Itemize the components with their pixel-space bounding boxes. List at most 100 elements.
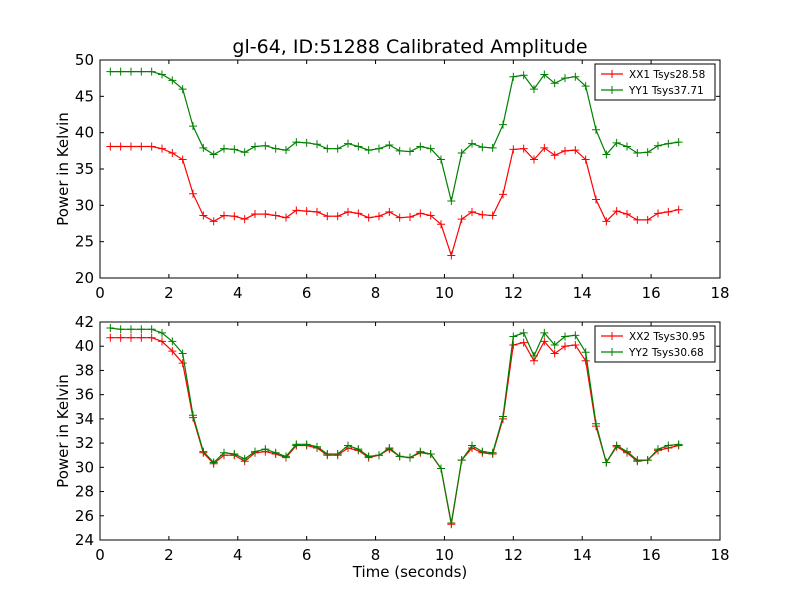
data-point: [530, 85, 538, 94]
data-point: [116, 325, 125, 334]
data-point: [240, 215, 249, 224]
data-point: [530, 351, 538, 360]
data-point: [592, 419, 600, 428]
data-point: [581, 82, 590, 91]
x-tick-label: 16: [642, 284, 661, 302]
legend: XX1 Tsys28.58 YY1 Tsys37.71: [594, 63, 716, 101]
data-point: [509, 72, 518, 81]
y-tick-label: 32: [75, 434, 94, 452]
data-point: [550, 349, 559, 358]
x-tick-label: 18: [710, 284, 729, 302]
data-point: [426, 450, 435, 459]
legend-box: [594, 325, 716, 363]
data-point: [344, 207, 352, 216]
y-tick-label: 40: [75, 337, 94, 355]
data-point: [323, 212, 332, 221]
data-point: [375, 212, 383, 221]
data-point: [364, 146, 373, 155]
data-point: [147, 67, 156, 76]
data-point: [375, 144, 383, 153]
data-point: [271, 448, 280, 457]
x-tick-label: 0: [95, 546, 105, 564]
data-point: [581, 348, 590, 357]
data-point: [178, 85, 187, 94]
data-point: [633, 149, 642, 158]
y-tick-label: 50: [75, 51, 94, 69]
y-tick-label: 45: [75, 87, 94, 105]
data-point: [447, 251, 456, 260]
x-tick-label: 2: [164, 284, 174, 302]
data-point: [116, 142, 125, 151]
data-point: [354, 445, 363, 454]
data-point: [137, 325, 146, 334]
data-point: [530, 155, 538, 164]
data-point: [468, 207, 476, 216]
data-point: [189, 189, 197, 198]
legend-label: XX1 Tsys28.58: [629, 69, 705, 81]
y-tick-label: 25: [75, 233, 94, 251]
data-point: [654, 445, 662, 454]
data-point: [612, 138, 621, 147]
x-tick-label: 2: [164, 546, 174, 564]
data-point: [623, 142, 631, 151]
data-point: [385, 443, 394, 452]
data-point: [251, 142, 259, 151]
data-point: [127, 67, 135, 76]
data-point: [282, 146, 290, 155]
data-point: [251, 447, 259, 456]
y-tick-label: 24: [75, 531, 94, 549]
x-tick-label: 10: [435, 284, 454, 302]
data-point: [116, 67, 125, 76]
data-point: [633, 456, 642, 465]
y-axis-label: Power in Kelvin: [54, 112, 72, 226]
y-axis-label: Power in Kelvin: [54, 374, 72, 488]
y-tick-label: 35: [75, 160, 94, 178]
data-point: [437, 464, 445, 473]
data-point: [106, 142, 115, 151]
data-point: [602, 150, 611, 159]
data-point: [519, 338, 528, 347]
data-point: [643, 148, 652, 157]
data-point: [571, 341, 580, 350]
data-point: [364, 213, 373, 222]
data-point: [354, 142, 363, 151]
data-point: [189, 122, 197, 131]
data-point: [116, 333, 125, 342]
data-point: [127, 333, 135, 342]
data-point: [643, 456, 652, 465]
legend-box: [594, 63, 716, 101]
x-tick-label: 4: [233, 546, 243, 564]
data-point: [664, 207, 673, 216]
data-point: [561, 146, 569, 155]
data-point: [137, 333, 146, 342]
data-point: [623, 447, 631, 456]
series-line-2: [110, 70, 679, 202]
data-point: [323, 144, 332, 153]
data-point: [395, 213, 404, 222]
data-point: [581, 356, 590, 365]
data-point: [612, 441, 621, 450]
y-tick-label: 26: [75, 507, 94, 525]
data-point: [416, 142, 425, 151]
data-point: [437, 220, 445, 229]
data-point: [220, 211, 228, 220]
data-point: [364, 452, 373, 461]
data-point: [509, 332, 518, 341]
legend-marker: [608, 348, 616, 356]
x-tick-label: 4: [233, 284, 243, 302]
data-point: [395, 452, 404, 461]
data-point: [540, 337, 549, 346]
data-point: [178, 349, 187, 358]
data-point: [199, 211, 208, 220]
data-point: [271, 211, 280, 220]
data-point: [158, 70, 166, 79]
legend-label: XX2 Tsys30.95: [629, 331, 705, 343]
data-point: [571, 331, 580, 340]
data-point: [457, 149, 466, 158]
data-point: [209, 150, 218, 159]
data-point: [643, 215, 652, 224]
data-point: [137, 142, 146, 151]
data-point: [127, 142, 135, 151]
y-tick-label: 30: [75, 458, 94, 476]
data-point: [571, 72, 580, 81]
